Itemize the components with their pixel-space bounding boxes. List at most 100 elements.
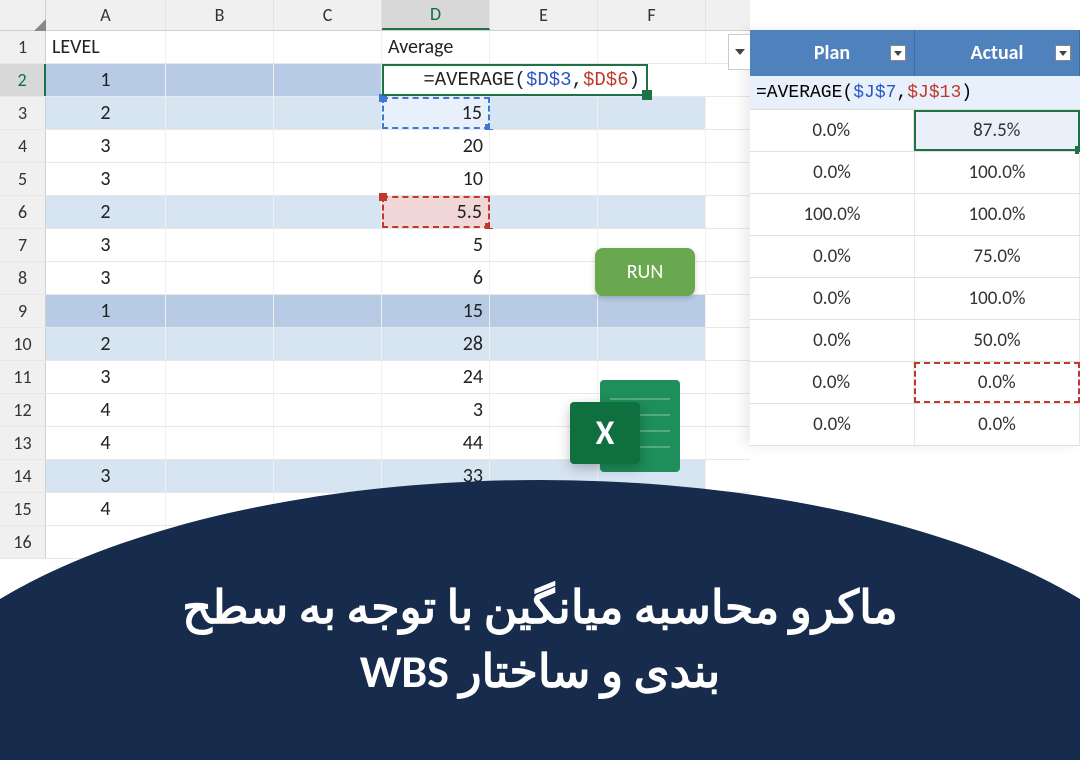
column-header-c[interactable]: C [274, 0, 382, 30]
cell-D4[interactable]: 20 [382, 130, 490, 162]
cell-D7[interactable]: 5 [382, 229, 490, 261]
cell-D11[interactable]: 24 [382, 361, 490, 393]
row-header-14[interactable]: 14 [0, 460, 46, 492]
cell-A5[interactable]: 3 [46, 163, 166, 195]
row-header-3[interactable]: 3 [0, 97, 46, 129]
select-all-corner[interactable] [0, 0, 46, 30]
cell-A14[interactable]: 3 [46, 460, 166, 492]
cell-E7[interactable] [490, 229, 598, 261]
cell-B2[interactable] [166, 64, 274, 96]
plan-cell-7[interactable]: 0.0% [750, 404, 915, 445]
cell-B8[interactable] [166, 262, 274, 294]
actual-cell-5[interactable]: 50.0% [915, 320, 1080, 361]
cell-C2[interactable] [274, 64, 382, 96]
filter-icon[interactable] [1055, 45, 1071, 61]
actual-cell-7[interactable]: 0.0% [915, 404, 1080, 445]
cell-B1[interactable] [166, 31, 274, 63]
cell-A7[interactable]: 3 [46, 229, 166, 261]
cell-C6[interactable] [274, 196, 382, 228]
cell-C3[interactable] [274, 97, 382, 129]
row-header-10[interactable]: 10 [0, 328, 46, 360]
row-header-15[interactable]: 15 [0, 493, 46, 525]
cell-B11[interactable] [166, 361, 274, 393]
cell-A12[interactable]: 4 [46, 394, 166, 426]
row-header-1[interactable]: 1 [0, 31, 46, 63]
row-header-7[interactable]: 7 [0, 229, 46, 261]
cell-B6[interactable] [166, 196, 274, 228]
actual-cell-1[interactable]: 100.0% [915, 152, 1080, 193]
column-header-b[interactable]: B [166, 0, 274, 30]
cell-A10[interactable]: 2 [46, 328, 166, 360]
cell-A13[interactable]: 4 [46, 427, 166, 459]
run-button[interactable]: RUN [595, 248, 695, 296]
header-plan[interactable]: Plan [750, 30, 915, 76]
cell-E9[interactable] [490, 295, 598, 327]
cell-D5[interactable]: 10 [382, 163, 490, 195]
cell-B13[interactable] [166, 427, 274, 459]
cell-D13[interactable]: 44 [382, 427, 490, 459]
plan-cell-3[interactable]: 0.0% [750, 236, 915, 277]
cell-B12[interactable] [166, 394, 274, 426]
cell-B9[interactable] [166, 295, 274, 327]
cell-C4[interactable] [274, 130, 382, 162]
row-header-8[interactable]: 8 [0, 262, 46, 294]
plan-cell-1[interactable]: 0.0% [750, 152, 915, 193]
column-header-a[interactable]: A [46, 0, 166, 30]
plan-cell-6[interactable]: 0.0% [750, 362, 914, 403]
plan-cell-2[interactable]: 100.0% [750, 194, 915, 235]
cell-A3[interactable]: 2 [46, 97, 166, 129]
cell-A9[interactable]: 1 [46, 295, 166, 327]
row-header-9[interactable]: 9 [0, 295, 46, 327]
cell-B7[interactable] [166, 229, 274, 261]
cell-E3[interactable] [490, 97, 598, 129]
cell-B4[interactable] [166, 130, 274, 162]
filter-tab-icon[interactable] [728, 34, 750, 70]
row-header-4[interactable]: 4 [0, 130, 46, 162]
cell-B5[interactable] [166, 163, 274, 195]
cell-D9[interactable]: 15 [382, 295, 490, 327]
cell-A11[interactable]: 3 [46, 361, 166, 393]
cell-C12[interactable] [274, 394, 382, 426]
cell-E6[interactable] [490, 196, 598, 228]
cell-D2[interactable]: =AVERAGE($D$3,$D$6) [382, 64, 648, 96]
cell-F4[interactable] [598, 130, 706, 162]
cell-F1[interactable] [598, 31, 706, 63]
column-header-e[interactable]: E [490, 0, 598, 30]
filter-icon[interactable] [890, 45, 906, 61]
row-header-13[interactable]: 13 [0, 427, 46, 459]
cell-B3[interactable] [166, 97, 274, 129]
cell-E1[interactable] [490, 31, 598, 63]
row-header-6[interactable]: 6 [0, 196, 46, 228]
cell-A2[interactable]: 1 [46, 64, 166, 96]
cell-D10[interactable]: 28 [382, 328, 490, 360]
actual-cell-4[interactable]: 100.0% [915, 278, 1080, 319]
cell-A1[interactable]: LEVEL [46, 31, 166, 63]
column-header-f[interactable]: F [598, 0, 706, 30]
actual-cell-3[interactable]: 75.0% [915, 236, 1080, 277]
cell-B10[interactable] [166, 328, 274, 360]
cell-D12[interactable]: 3 [382, 394, 490, 426]
cell-D6[interactable]: 5.5 [382, 196, 490, 228]
cell-D8[interactable]: 6 [382, 262, 490, 294]
cell-C14[interactable] [274, 460, 382, 492]
header-actual[interactable]: Actual [915, 30, 1080, 76]
cell-F10[interactable] [598, 328, 706, 360]
cell-E10[interactable] [490, 328, 598, 360]
actual-cell-2[interactable]: 100.0% [915, 194, 1080, 235]
cell-C7[interactable] [274, 229, 382, 261]
cell-D3[interactable]: 15 [382, 97, 490, 129]
cell-F3[interactable] [598, 97, 706, 129]
cell-B14[interactable] [166, 460, 274, 492]
plan-cell-5[interactable]: 0.0% [750, 320, 915, 361]
row-header-16[interactable]: 16 [0, 526, 46, 558]
cell-C11[interactable] [274, 361, 382, 393]
cell-F9[interactable] [598, 295, 706, 327]
row-header-5[interactable]: 5 [0, 163, 46, 195]
plan-cell-0[interactable]: 0.0% [750, 110, 914, 151]
cell-C1[interactable] [274, 31, 382, 63]
right-formula-cell[interactable]: =AVERAGE($J$7,$J$13) [750, 76, 1080, 110]
cell-C13[interactable] [274, 427, 382, 459]
cell-A15[interactable]: 4 [46, 493, 166, 525]
cell-C9[interactable] [274, 295, 382, 327]
cell-C10[interactable] [274, 328, 382, 360]
